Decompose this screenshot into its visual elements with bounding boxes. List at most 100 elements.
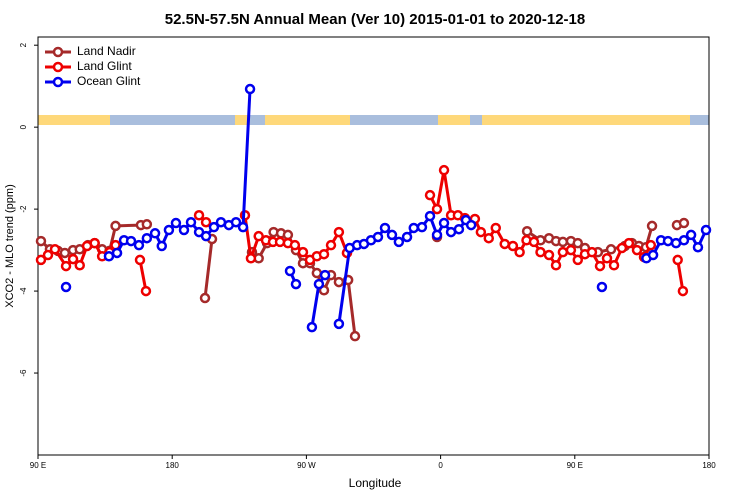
data-point xyxy=(170,217,182,229)
data-point xyxy=(199,292,211,304)
data-point xyxy=(623,237,635,249)
data-point xyxy=(372,231,384,243)
data-point xyxy=(74,260,86,271)
data-point xyxy=(677,285,689,297)
data-point xyxy=(185,216,197,228)
data-point xyxy=(111,247,123,259)
data-point xyxy=(408,222,420,234)
data-point xyxy=(483,232,495,244)
data-point xyxy=(282,229,294,241)
y-tick-label: -6 xyxy=(19,369,28,377)
data-point xyxy=(594,260,606,272)
data-point xyxy=(647,249,659,261)
data-point xyxy=(672,254,683,266)
data-point xyxy=(565,244,577,256)
data-point xyxy=(601,253,613,264)
data-point xyxy=(140,285,152,297)
legend-label: Ocean Glint xyxy=(77,74,141,88)
data-point xyxy=(700,224,712,236)
x-tick-label: 180 xyxy=(702,461,716,470)
data-point xyxy=(605,244,617,255)
data-point xyxy=(596,281,608,293)
data-point xyxy=(200,230,212,242)
data-point xyxy=(572,254,584,266)
data-point xyxy=(237,221,249,233)
data-point xyxy=(35,254,47,266)
data-point xyxy=(313,278,325,290)
data-point xyxy=(646,220,658,232)
x-axis-label: Longitude xyxy=(349,476,402,490)
data-point xyxy=(125,235,137,247)
data-point xyxy=(325,239,337,251)
data-point xyxy=(333,318,345,330)
data-point xyxy=(297,246,309,258)
data-point xyxy=(528,236,540,248)
y-tick-label: -2 xyxy=(19,205,28,213)
legend-label: Land Nadir xyxy=(77,44,136,58)
data-point xyxy=(521,225,533,237)
data-point xyxy=(572,237,584,249)
data-point xyxy=(60,281,72,293)
data-point xyxy=(333,276,345,288)
data-point xyxy=(60,260,72,272)
data-point xyxy=(401,231,413,243)
data-point xyxy=(349,330,361,342)
plot-frame xyxy=(37,36,710,456)
data-point xyxy=(431,229,443,241)
data-point xyxy=(67,253,79,265)
legend-marker xyxy=(52,61,64,73)
data-point xyxy=(333,226,345,238)
data-point xyxy=(379,222,391,234)
land-ocean-strip xyxy=(38,115,709,125)
data-point xyxy=(156,240,168,252)
data-point xyxy=(424,210,436,222)
data-point xyxy=(230,216,242,228)
data-point xyxy=(490,222,502,234)
data-point xyxy=(514,246,525,258)
data-point xyxy=(42,249,54,261)
data-point xyxy=(319,269,331,281)
data-point xyxy=(200,216,212,228)
data-point xyxy=(616,242,628,254)
data-point xyxy=(393,236,405,248)
data-point xyxy=(244,83,256,95)
data-point xyxy=(163,224,175,236)
data-point xyxy=(678,217,690,229)
x-tick-label: 0 xyxy=(438,461,443,470)
x-tick-label: 90 E xyxy=(30,461,46,470)
chart-title: 52.5N-57.5N Annual Mean (Ver 10) 2015-01… xyxy=(165,11,585,28)
data-point xyxy=(133,239,145,251)
data-point xyxy=(386,229,398,241)
data-point xyxy=(557,246,569,258)
data-point xyxy=(311,267,323,279)
data-point xyxy=(645,239,657,251)
data-point xyxy=(507,240,519,252)
data-point xyxy=(318,248,330,260)
y-tick-label: 2 xyxy=(19,42,28,47)
data-point xyxy=(141,219,153,230)
data-point xyxy=(631,244,643,256)
data-point xyxy=(608,260,620,271)
data-point xyxy=(89,237,100,249)
legend-marker xyxy=(52,76,64,88)
legend-label: Land Glint xyxy=(77,59,132,73)
data-point xyxy=(193,210,205,221)
data-point xyxy=(103,250,115,262)
data-point xyxy=(416,221,428,233)
data-point xyxy=(662,235,674,247)
data-point xyxy=(284,265,296,277)
data-point xyxy=(438,164,450,176)
data-point xyxy=(49,244,61,255)
legend-marker xyxy=(52,46,64,58)
data-point xyxy=(499,238,510,250)
data-point xyxy=(134,254,146,266)
data-point xyxy=(465,219,477,231)
data-point xyxy=(586,246,598,258)
data-point xyxy=(424,189,436,201)
y-tick-label: 0 xyxy=(19,124,28,129)
data-point xyxy=(550,260,562,271)
data-point xyxy=(453,223,465,235)
data-point xyxy=(208,221,220,233)
data-point xyxy=(438,217,450,229)
x-tick-label: 180 xyxy=(166,461,180,470)
